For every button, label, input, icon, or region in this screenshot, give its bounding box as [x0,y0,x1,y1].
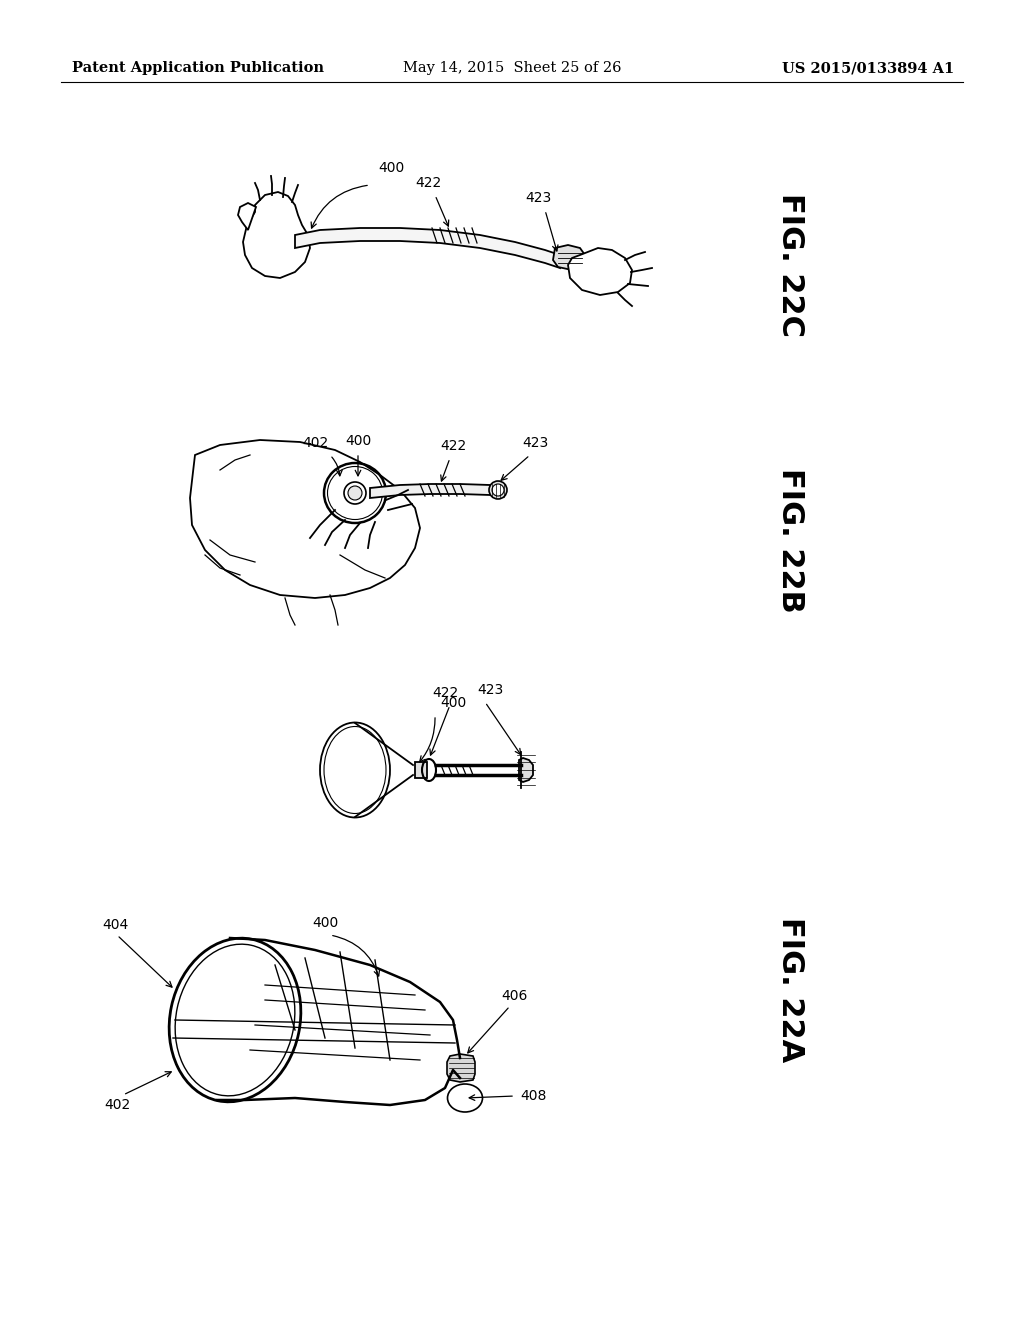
Ellipse shape [169,939,301,1102]
Ellipse shape [489,480,507,499]
Ellipse shape [175,944,295,1096]
Text: 423: 423 [477,682,503,697]
Polygon shape [238,203,256,230]
Text: 408: 408 [520,1089,547,1104]
Text: 422: 422 [440,440,466,453]
Text: 402: 402 [302,436,328,450]
Polygon shape [519,758,534,781]
Polygon shape [295,228,560,268]
Polygon shape [553,246,585,271]
Text: 400: 400 [345,434,371,447]
Polygon shape [370,484,490,498]
Ellipse shape [348,486,362,500]
Text: 400: 400 [440,696,466,710]
Polygon shape [190,440,420,598]
Text: 400: 400 [312,916,338,931]
Ellipse shape [447,1084,482,1111]
Text: 422: 422 [415,176,441,190]
Ellipse shape [344,482,366,504]
Text: 423: 423 [522,436,548,450]
Text: 423: 423 [525,191,551,205]
Polygon shape [447,1053,475,1082]
Text: May 14, 2015  Sheet 25 of 26: May 14, 2015 Sheet 25 of 26 [402,61,622,75]
Ellipse shape [324,726,386,813]
Ellipse shape [492,484,504,496]
Text: 400: 400 [378,161,404,176]
Polygon shape [568,248,632,294]
Text: 422: 422 [432,686,458,700]
Polygon shape [415,762,427,777]
Ellipse shape [319,722,390,817]
Text: FIG. 22C: FIG. 22C [775,193,805,337]
Text: FIG. 22B: FIG. 22B [775,467,805,612]
Text: 402: 402 [103,1098,130,1111]
Text: 404: 404 [101,917,128,932]
Text: US 2015/0133894 A1: US 2015/0133894 A1 [781,61,954,75]
Polygon shape [243,191,310,279]
Text: 406: 406 [502,989,528,1003]
Text: Patent Application Publication: Patent Application Publication [72,61,324,75]
Text: FIG. 22A: FIG. 22A [775,917,805,1063]
